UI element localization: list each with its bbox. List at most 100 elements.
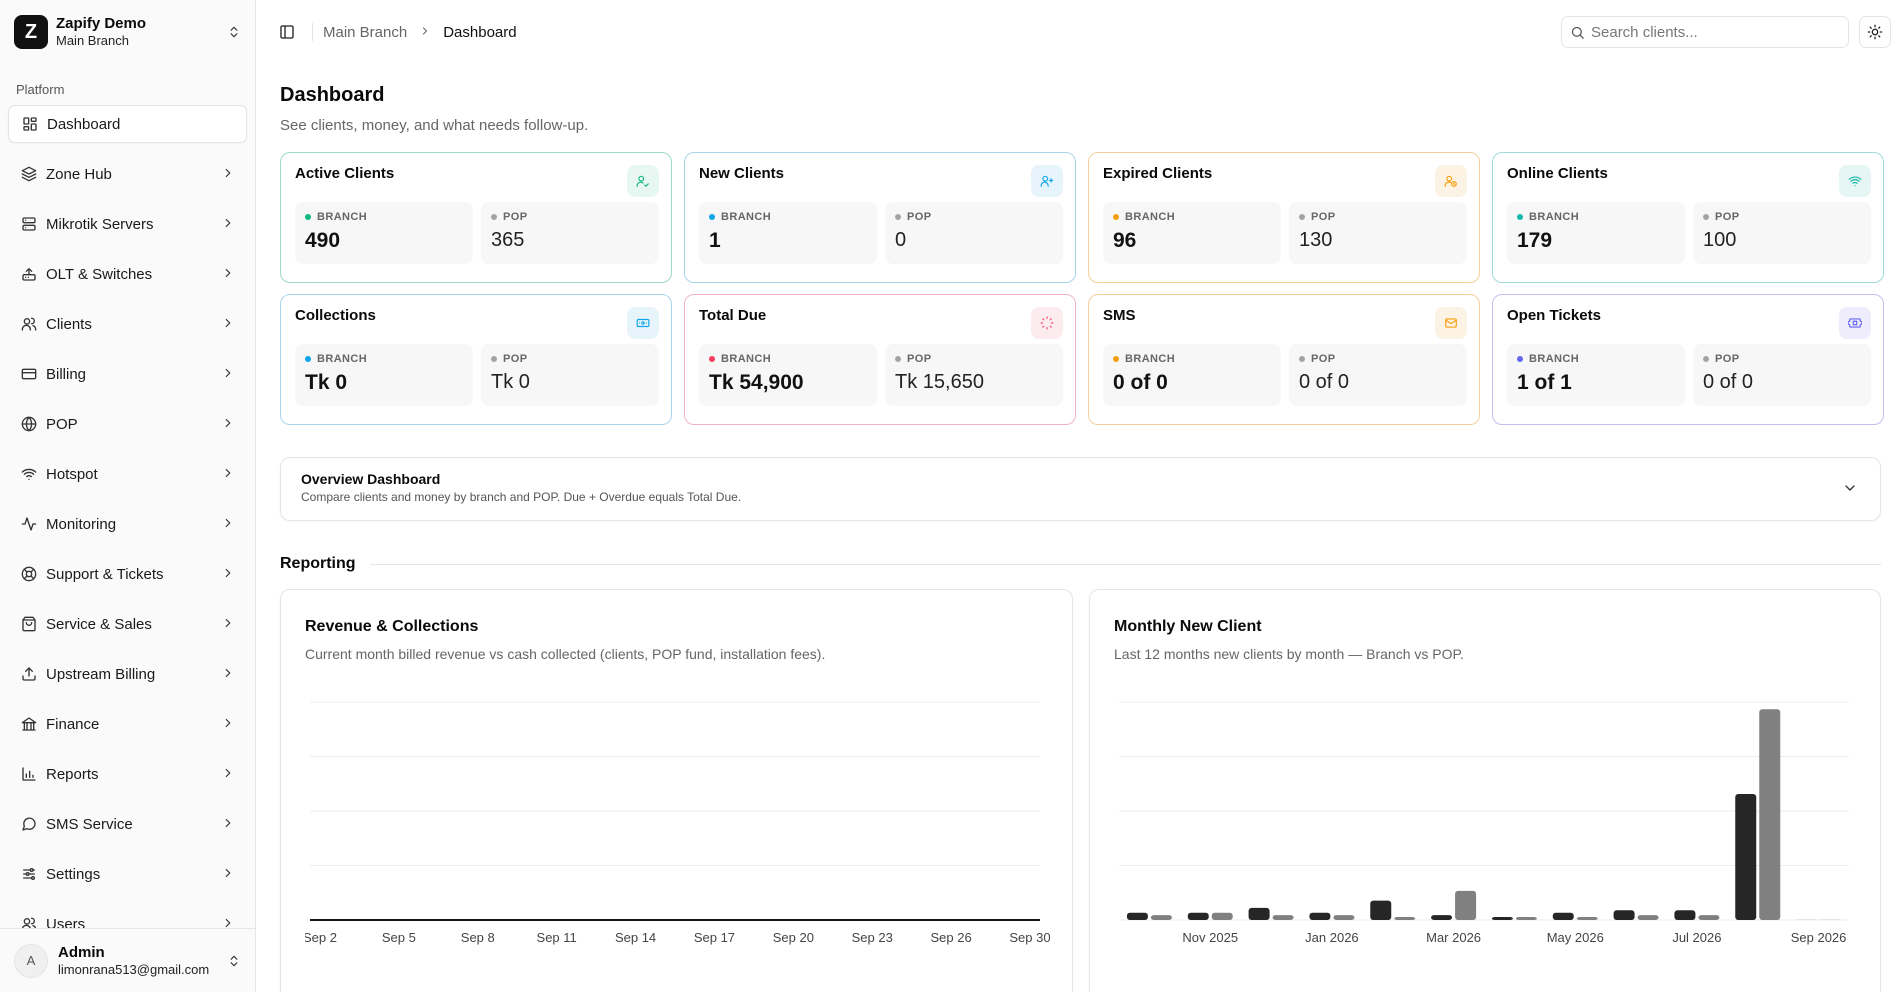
bar-oct-2025-pop[interactable]: [1150, 915, 1172, 920]
org-switcher[interactable]: Z Zapify Demo Main Branch: [0, 0, 255, 64]
bar-sep-2026-pop[interactable]: [1820, 919, 1842, 920]
bar-may-2026-pop[interactable]: [1576, 917, 1598, 920]
bar-jan-2026-branch[interactable]: [1309, 912, 1331, 920]
sidebar-item-label: Service & Sales: [46, 615, 152, 633]
upload-icon: [22, 667, 36, 681]
card-total-due[interactable]: Total Due BRANCH Tk 54,900 POP Tk 15,650: [684, 294, 1076, 425]
main: Main Branch Dashboard Dashboard See clie…: [256, 0, 1903, 992]
overview-dashboard-panel[interactable]: Overview Dashboard Compare clients and m…: [280, 457, 1881, 521]
status-dot: [305, 356, 311, 362]
sun-icon: [1867, 24, 1883, 40]
sidebar-item-monitoring[interactable]: Monitoring: [8, 505, 247, 543]
sidebar-toggle-button[interactable]: [272, 17, 302, 47]
bar-nov-2025-pop[interactable]: [1211, 912, 1233, 920]
sidebar-item-settings[interactable]: Settings: [8, 855, 247, 893]
sidebar-item-dashboard[interactable]: Dashboard: [8, 105, 247, 143]
sidebar-item-support-and-tickets[interactable]: Support & Tickets: [8, 555, 247, 593]
bar-may-2026-branch[interactable]: [1552, 912, 1574, 920]
sidebar-item-label: Zone Hub: [46, 165, 112, 183]
bar-mar-2026-pop[interactable]: [1455, 890, 1477, 920]
sidebar-item-label: OLT & Switches: [46, 265, 153, 283]
pop-value: 0 of 0: [1703, 371, 1754, 393]
status-dot: [1517, 214, 1523, 220]
sidebar-item-upstream-billing[interactable]: Upstream Billing: [8, 655, 247, 693]
user-menu[interactable]: A Admin limonrana513@gmail.com: [0, 928, 255, 992]
bar-jun-2026-branch[interactable]: [1613, 910, 1635, 920]
breadcrumb-main-branch[interactable]: Main Branch: [323, 23, 408, 41]
sidebar-item-olt-and-switches[interactable]: OLT & Switches: [8, 255, 247, 293]
card-collections[interactable]: Collections BRANCH Tk 0 POP Tk 0: [280, 294, 672, 425]
bar-jul-2026-pop[interactable]: [1698, 915, 1720, 920]
card-new-clients[interactable]: New Clients BRANCH 1 POP 0: [684, 152, 1076, 283]
bar-aug-2026-pop[interactable]: [1759, 709, 1781, 920]
stat-label: POP: [1311, 211, 1336, 223]
bar-sep-2026-branch[interactable]: [1796, 919, 1818, 920]
bar-jan-2026-pop[interactable]: [1333, 915, 1355, 920]
user-email: limonrana513@gmail.com: [58, 961, 210, 977]
bar-dec-2025-branch[interactable]: [1248, 907, 1270, 920]
pop-value: Tk 15,650: [895, 371, 984, 393]
sidebar-item-service-and-sales[interactable]: Service & Sales: [8, 605, 247, 643]
user-name: Admin: [58, 943, 105, 961]
card-open-tickets[interactable]: Open Tickets BRANCH 1 of 1 POP 0 of 0: [1492, 294, 1884, 425]
sidebar-item-zone-hub[interactable]: Zone Hub: [8, 155, 247, 193]
x-tick-label: Sep 20: [773, 930, 814, 945]
org-name: Zapify Demo: [56, 15, 147, 32]
sidebar-item-finance[interactable]: Finance: [8, 705, 247, 743]
users-icon: [21, 917, 37, 928]
pop-value: 130: [1299, 229, 1333, 251]
branch-value: 96: [1113, 229, 1137, 252]
org-logo: Z: [14, 15, 48, 49]
bar-jun-2026-pop[interactable]: [1637, 915, 1659, 920]
card-online-clients[interactable]: Online Clients BRANCH 179 POP 100: [1492, 152, 1884, 283]
bar-feb-2026-branch[interactable]: [1370, 900, 1392, 920]
sidebar: Z Zapify Demo Main Branch Platform Dashb…: [0, 0, 256, 992]
chevron-right-icon: [225, 368, 231, 377]
bar-apr-2026-branch[interactable]: [1491, 917, 1513, 920]
loader-circle-icon: [1040, 316, 1054, 330]
bar-aug-2026-branch[interactable]: [1735, 794, 1757, 920]
card-sms[interactable]: SMS BRANCH 0 of 0 POP 0 of 0: [1088, 294, 1480, 425]
search-box[interactable]: [1561, 16, 1849, 48]
pop-value: 0 of 0: [1299, 371, 1350, 393]
stat-cards: Active Clients BRANCH 490 POP 365 New Clients…: [280, 152, 1884, 425]
bar-feb-2026-pop[interactable]: [1394, 917, 1416, 920]
bar-chart-icon: [22, 767, 36, 781]
chevron-right-icon: [225, 518, 231, 527]
sidebar-item-mikrotik-servers[interactable]: Mikrotik Servers: [8, 205, 247, 243]
bar-jul-2026-branch[interactable]: [1674, 910, 1696, 920]
bar-nov-2025-branch[interactable]: [1187, 912, 1209, 920]
sidebar-item-clients[interactable]: Clients: [8, 305, 247, 343]
chevron-right-icon: [225, 768, 231, 777]
branch-stat: BRANCH Tk 0: [295, 344, 473, 406]
bank-icon: [21, 717, 37, 731]
sidebar-item-pop[interactable]: POP: [8, 405, 247, 443]
sidebar-item-reports[interactable]: Reports: [8, 755, 247, 793]
card-title: Online Clients: [1507, 165, 1608, 182]
bar-apr-2026-pop[interactable]: [1515, 917, 1537, 920]
card-expired-clients[interactable]: Expired Clients BRANCH 96 POP 130: [1088, 152, 1480, 283]
x-tick-label: Sep 2: [305, 930, 337, 945]
bar-oct-2025-branch[interactable]: [1126, 912, 1148, 920]
sidebar-item-label: Billing: [46, 365, 87, 383]
theme-toggle-button[interactable]: [1859, 16, 1891, 48]
card-active-clients[interactable]: Active Clients BRANCH 490 POP 365: [280, 152, 672, 283]
x-tick-label: Jan 2026: [1305, 930, 1359, 945]
search-input[interactable]: [1591, 23, 1831, 41]
ticket-icon: [1848, 318, 1862, 328]
sidebar-item-hotspot[interactable]: Hotspot: [8, 455, 247, 493]
chevron-down-icon[interactable]: [1842, 480, 1858, 496]
sidebar-item-label: Support & Tickets: [46, 565, 164, 583]
x-tick-label: Sep 5: [382, 930, 416, 945]
wifi-icon: [21, 468, 37, 480]
sidebar-item-sms-service[interactable]: SMS Service: [8, 805, 247, 843]
sidebar-item-label: SMS Service: [46, 815, 133, 833]
bar-mar-2026-branch[interactable]: [1431, 915, 1453, 920]
sidebar-item-users[interactable]: Users: [8, 905, 247, 928]
card-title: Total Due: [699, 307, 767, 324]
bar-dec-2025-pop[interactable]: [1272, 915, 1294, 920]
sidebar-item-billing[interactable]: Billing: [8, 355, 247, 393]
status-dot: [305, 214, 311, 220]
sidebar-item-label: Users: [46, 915, 86, 929]
branch-value: 490: [305, 229, 341, 252]
